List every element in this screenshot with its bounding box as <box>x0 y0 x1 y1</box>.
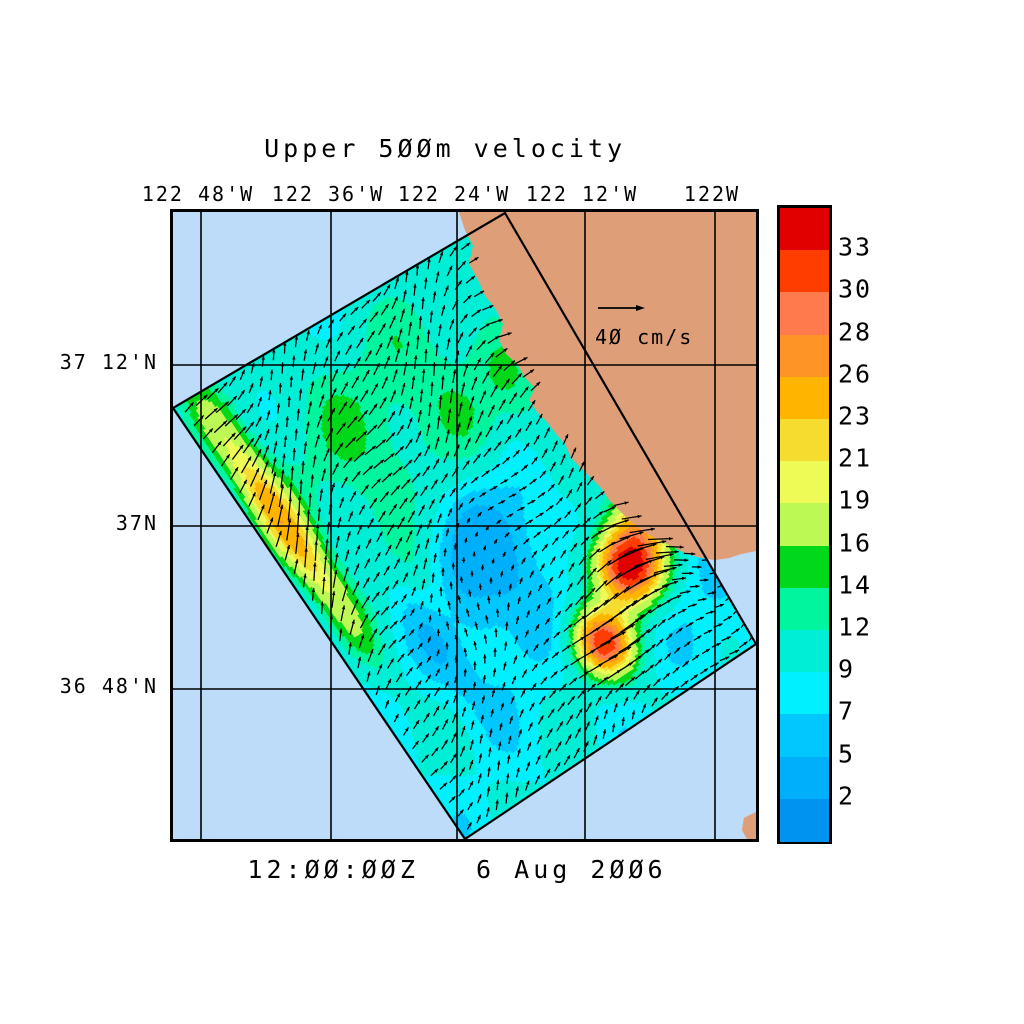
lat-label-0: 37 12'N <box>0 350 158 374</box>
map-plot-area <box>170 209 759 842</box>
lon-label-1: 122 36'W <box>272 182 384 206</box>
figure-title-text: Upper 5ØØm velocity <box>264 134 626 163</box>
velocity-field-map <box>173 212 756 839</box>
lon-label-4: 122W <box>684 182 740 206</box>
lat-label-1: 37N <box>0 511 158 535</box>
lat-label-2: 36 48'N <box>0 674 158 698</box>
lon-label-0: 122 48'W <box>142 182 254 206</box>
map-clip <box>173 212 756 839</box>
figure-title: Upper 5ØØm velocity <box>0 105 1024 192</box>
lon-label-2: 122 24'W <box>398 182 510 206</box>
lon-label-3: 122 12'W <box>526 182 638 206</box>
